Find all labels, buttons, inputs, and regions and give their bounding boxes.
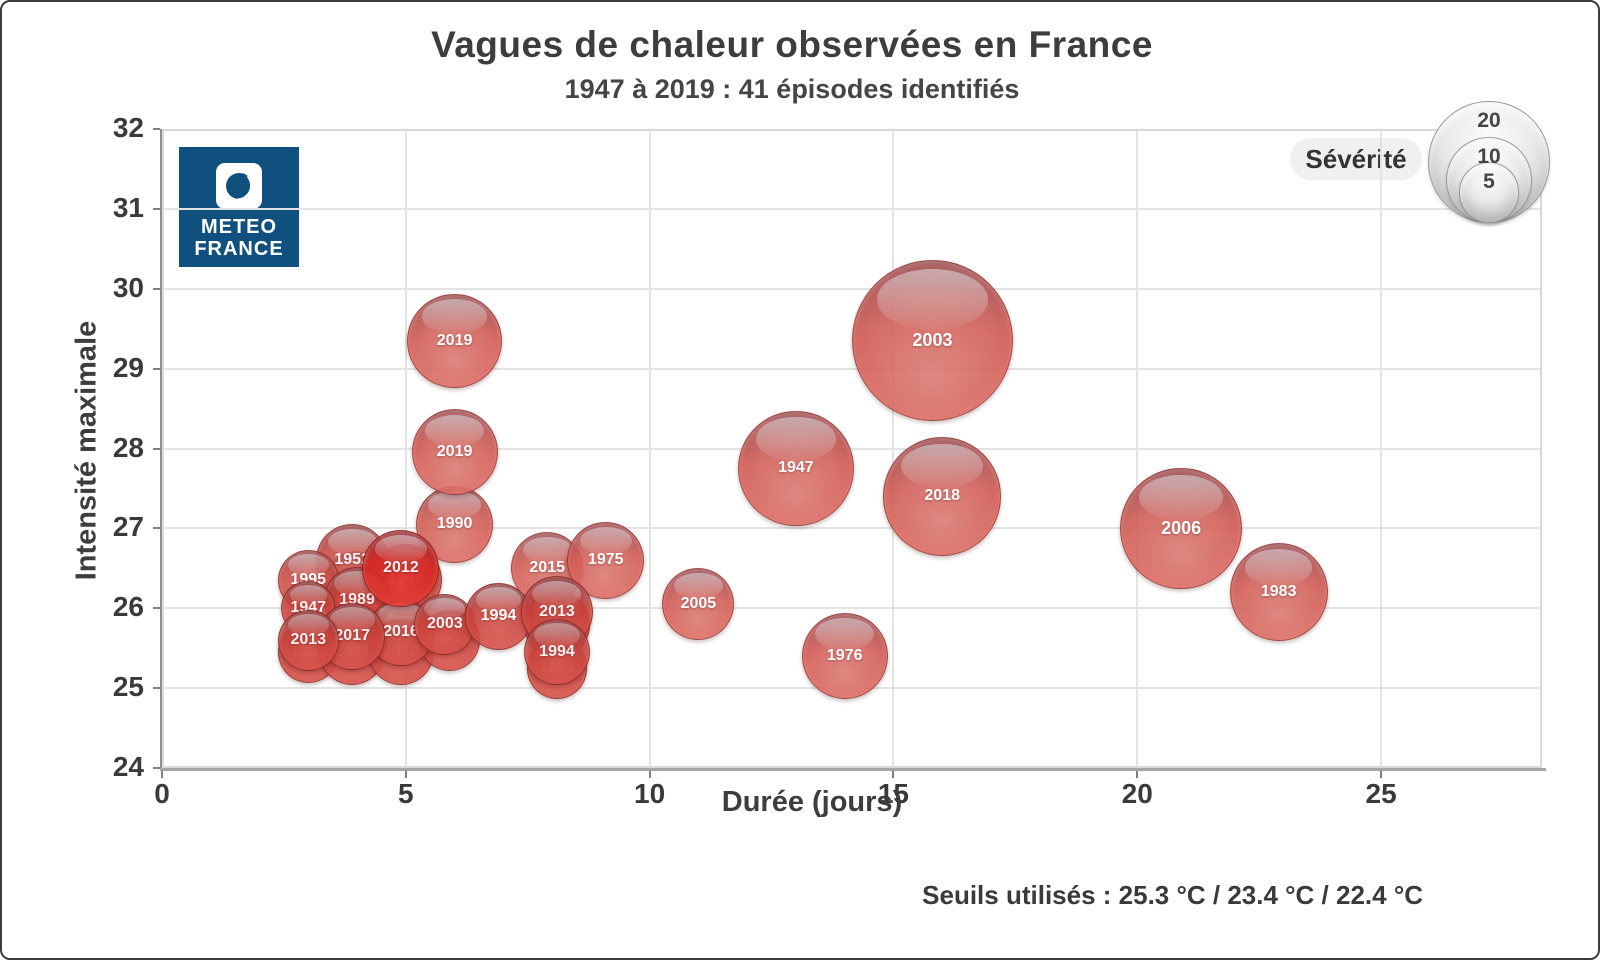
y-tick-label: 24 <box>112 751 144 782</box>
bubble-year-label: 2006 <box>1161 517 1202 538</box>
x-tick-mark <box>1136 771 1139 778</box>
meteo-france-logo: METEO FRANCE <box>179 147 299 267</box>
y-tick-mark <box>153 607 160 610</box>
x-tick-mark <box>161 771 163 778</box>
bubble-year-label: 2003 <box>427 615 463 633</box>
x-axis-spine <box>160 768 1546 771</box>
legend-size-circle <box>1458 162 1520 223</box>
x-tick-label: 25 <box>1365 778 1397 809</box>
bubble-1976[interactable]: 1976 <box>801 613 888 700</box>
bubble-1947[interactable]: 1947 <box>738 410 854 527</box>
y-gridline <box>162 447 1542 450</box>
bubble-year-label: 1947 <box>778 459 814 477</box>
bubble-year-label: 1975 <box>587 551 624 569</box>
bubble-year-label: 2018 <box>924 487 960 505</box>
y-tick-mark <box>153 687 160 690</box>
y-tick-mark <box>153 287 160 290</box>
bubble-2019[interactable]: 2019 <box>411 409 498 496</box>
y-gridline <box>162 207 1542 210</box>
bubble-1990[interactable]: 1990 <box>416 485 494 563</box>
globe-crescent-icon <box>226 171 254 202</box>
y-tick-mark <box>153 128 160 130</box>
logo-text-france: FRANCE <box>194 238 284 260</box>
bubble-1983[interactable]: 1983 <box>1229 543 1328 642</box>
y-axis-spine <box>160 129 162 768</box>
y-tick-mark <box>153 447 160 450</box>
bubble-2019[interactable]: 2019 <box>407 293 502 388</box>
y-tick-label: 29 <box>112 351 144 383</box>
x-tick-mark <box>404 771 407 778</box>
y-tick-label: 31 <box>112 191 144 223</box>
bubble-year-label: 2005 <box>680 595 717 613</box>
bubble-year-label: 1990 <box>436 515 473 533</box>
y-gridline <box>162 527 1542 530</box>
chart-title: Vagues de chaleur observées en France <box>431 24 1153 65</box>
y-tick-mark <box>153 527 160 530</box>
legend-size-value: 20 <box>1477 109 1501 133</box>
y-tick-label: 32 <box>112 112 144 143</box>
plot-frame <box>162 129 1542 768</box>
meteo-france-logo-icon <box>216 163 262 209</box>
bubble-year-label: 1994 <box>539 643 575 661</box>
x-tick-mark <box>648 771 651 778</box>
bubble-year-label: 1994 <box>480 607 517 625</box>
bubble-year-label: 2019 <box>436 443 473 461</box>
bubble-year-label: 2017 <box>334 627 370 645</box>
logo-text-meteo: METEO <box>200 216 278 238</box>
bubble-2012[interactable]: 2012 <box>362 529 440 607</box>
bubble-1994[interactable]: 1994 <box>523 618 591 686</box>
severity-legend-title: Sévérité <box>1290 138 1422 180</box>
y-tick-label: 28 <box>112 431 144 463</box>
bubble-2018[interactable]: 2018 <box>882 437 1002 556</box>
y-tick-label: 26 <box>112 591 144 623</box>
x-tick-mark <box>892 771 895 778</box>
bubble-2006[interactable]: 2006 <box>1120 467 1242 590</box>
bubble-2013[interactable]: 2013 <box>277 609 339 671</box>
y-tick-label: 25 <box>112 671 144 703</box>
thresholds-note: Seuils utilisés : 25.3 °C / 23.4 °C / 22… <box>922 880 1423 910</box>
y-tick-mark <box>153 367 160 370</box>
bubble-2017[interactable]: 2017 <box>318 602 386 670</box>
bubble-1994[interactable]: 1994 <box>465 582 532 650</box>
bubble-year-label: 1952 <box>334 551 370 569</box>
bubble-2005[interactable]: 2005 <box>662 568 735 641</box>
bubble-year-label: 2012 <box>383 559 419 577</box>
y-tick-label: 27 <box>112 511 144 543</box>
y-gridline <box>162 367 1542 370</box>
legend-size-value: 10 <box>1477 144 1501 168</box>
y-gridline <box>162 607 1542 610</box>
bubble-year-label: 1983 <box>1260 583 1297 601</box>
bubble-2003[interactable]: 2003 <box>852 260 1013 422</box>
x-tick-mark <box>1380 771 1383 778</box>
bubble-year-label: 2019 <box>436 331 473 349</box>
legend-size-value: 5 <box>1483 170 1495 194</box>
y-tick-mark <box>153 767 160 769</box>
bubble-year-label: 2016 <box>383 623 419 641</box>
x-tick-label: 5 <box>398 778 414 809</box>
bubble-year-label: 2003 <box>912 330 953 351</box>
x-tick-label: 15 <box>877 778 910 809</box>
bubble-year-label: 1976 <box>826 647 863 665</box>
bubble-year-label: 2013 <box>539 603 575 621</box>
y-tick-label: 30 <box>112 271 144 303</box>
bubble-year-label: 2013 <box>290 631 327 649</box>
y-gridline <box>162 287 1542 290</box>
x-tick-label: 0 <box>154 778 170 809</box>
x-tick-label: 10 <box>634 778 666 809</box>
x-tick-label: 20 <box>1121 778 1153 809</box>
bubble-year-label: 2015 <box>529 559 565 577</box>
chart-subtitle: 1947 à 2019 : 41 épisodes identifiés <box>564 74 1020 104</box>
x-axis-label: Durée (jours) <box>721 786 903 818</box>
y-tick-mark <box>153 207 160 210</box>
